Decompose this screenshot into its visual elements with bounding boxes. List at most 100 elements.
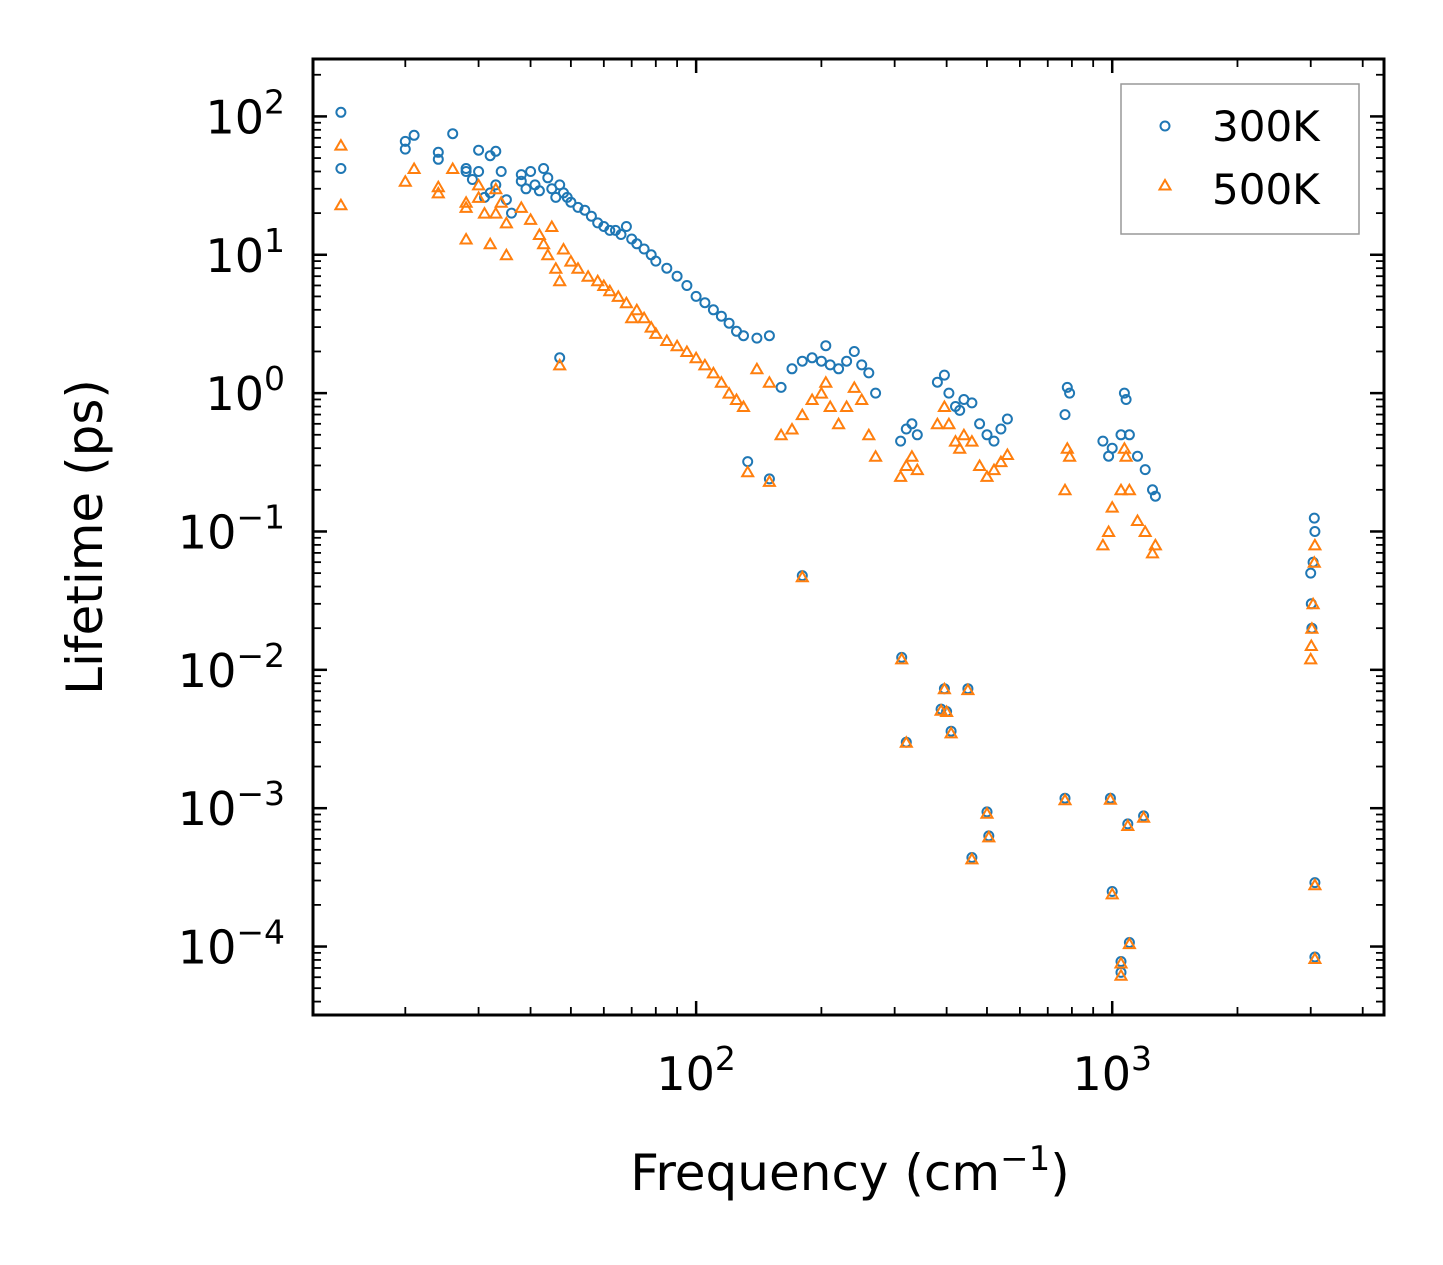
data-point-300k [542,172,554,184]
legend: 300K 500K [1120,83,1360,235]
data-point-300k [520,183,532,195]
data-point-500k [1118,449,1134,462]
data-point-300k [906,418,918,430]
data-point-500k [729,392,744,405]
data-point-300k [399,135,411,147]
data-point-500k [952,441,967,454]
data-point-300k [742,456,754,468]
data-point-300k [911,429,923,441]
data-point-500k [979,806,995,819]
data-point-500k [822,399,838,412]
data-point-500k [1130,513,1145,526]
x-tick-label: 102 [656,1039,736,1101]
data-point-300k [833,363,845,375]
data-point-500k [648,326,664,339]
data-point-500k [552,273,567,287]
data-point-300k [815,355,827,367]
data-point-300k [495,166,507,177]
data-point-500k [818,375,834,388]
data-point-500k [1148,537,1163,551]
data-point-500k [1104,886,1120,900]
data-point-300k [763,473,775,485]
data-point-300k [408,129,420,141]
data-point-500k [431,185,446,199]
data-point-500k [979,469,995,482]
series-300k [335,106,1321,978]
data-point-300k [895,435,907,447]
data-point-500k [1304,638,1319,651]
data-point-500k [814,386,829,399]
y-tick-label: 101 [205,221,285,283]
data-point-500k [596,278,612,291]
data-point-300k [824,359,836,371]
data-point-500k [1095,537,1111,551]
data-point-500k [964,851,980,865]
data-point-500k [458,232,474,245]
data-point-300k [707,304,719,316]
data-point-500k [602,283,618,297]
data-point-500k [956,427,972,441]
data-point-300k [699,297,711,309]
data-point-300k [690,290,702,302]
data-point-500k [1307,877,1323,891]
legend-label-300k: 300K [1212,102,1321,151]
data-point-300k [870,387,882,399]
data-point-300k [738,330,749,342]
data-point-500k [868,449,883,462]
data-point-500k [493,195,509,208]
data-point-300k [460,166,472,177]
data-point-300k [432,146,444,158]
data-point-500k [548,261,564,274]
data-point-500k [333,138,349,151]
data-point-300k [538,163,550,174]
data-point-500k [839,399,854,412]
data-point-500k [948,434,963,447]
data-point-500k [784,422,800,435]
data-point-500k [445,161,460,174]
data-point-300k [473,166,485,177]
data-point-500k [894,651,909,665]
data-point-500k [1303,651,1318,665]
data-point-300k [681,280,693,291]
data-point-300k [943,387,955,399]
data-point-300k [863,367,875,379]
y-tick-label: 10−4 [178,913,285,975]
data-point-300k [638,243,650,255]
data-point-300k [1059,409,1071,421]
data-point-500k [861,427,877,441]
data-point-300k [820,340,832,352]
data-point-500k [1122,936,1137,950]
y-tick-label: 102 [205,82,285,144]
data-point-500k [972,458,987,471]
data-point-300k [490,145,502,157]
data-point-500k [740,464,755,478]
data-point-500k [831,416,846,430]
data-point-300k [1061,381,1073,393]
data-point-500k [993,454,1009,468]
data-point-300k [661,262,673,274]
data-point-500k [1122,482,1137,496]
data-point-500k [659,333,675,346]
data-point-500k [1000,447,1015,460]
data-point-300k [931,376,943,388]
data-point-500k [795,407,810,421]
data-point-300k [988,435,1000,447]
data-point-300k [615,229,627,240]
data-point-500k [619,295,634,309]
data-point-300k [335,106,347,118]
data-point-500k [1137,524,1153,537]
data-point-500k [333,197,349,211]
data-point-500k [899,735,914,748]
data-point-500k [1057,482,1073,496]
data-point-500k [488,181,504,195]
data-point-500k [1104,500,1120,513]
data-point-500k [847,380,862,393]
data-point-500k [643,320,659,333]
y-axis-label: Lifetime (ps) [56,379,114,695]
data-point-500k [570,261,586,274]
data-point-500k [795,569,810,583]
data-point-500k [804,392,820,405]
data-point-500k [773,427,789,441]
data-point-500k [1103,792,1118,805]
data-point-300k [786,363,798,375]
